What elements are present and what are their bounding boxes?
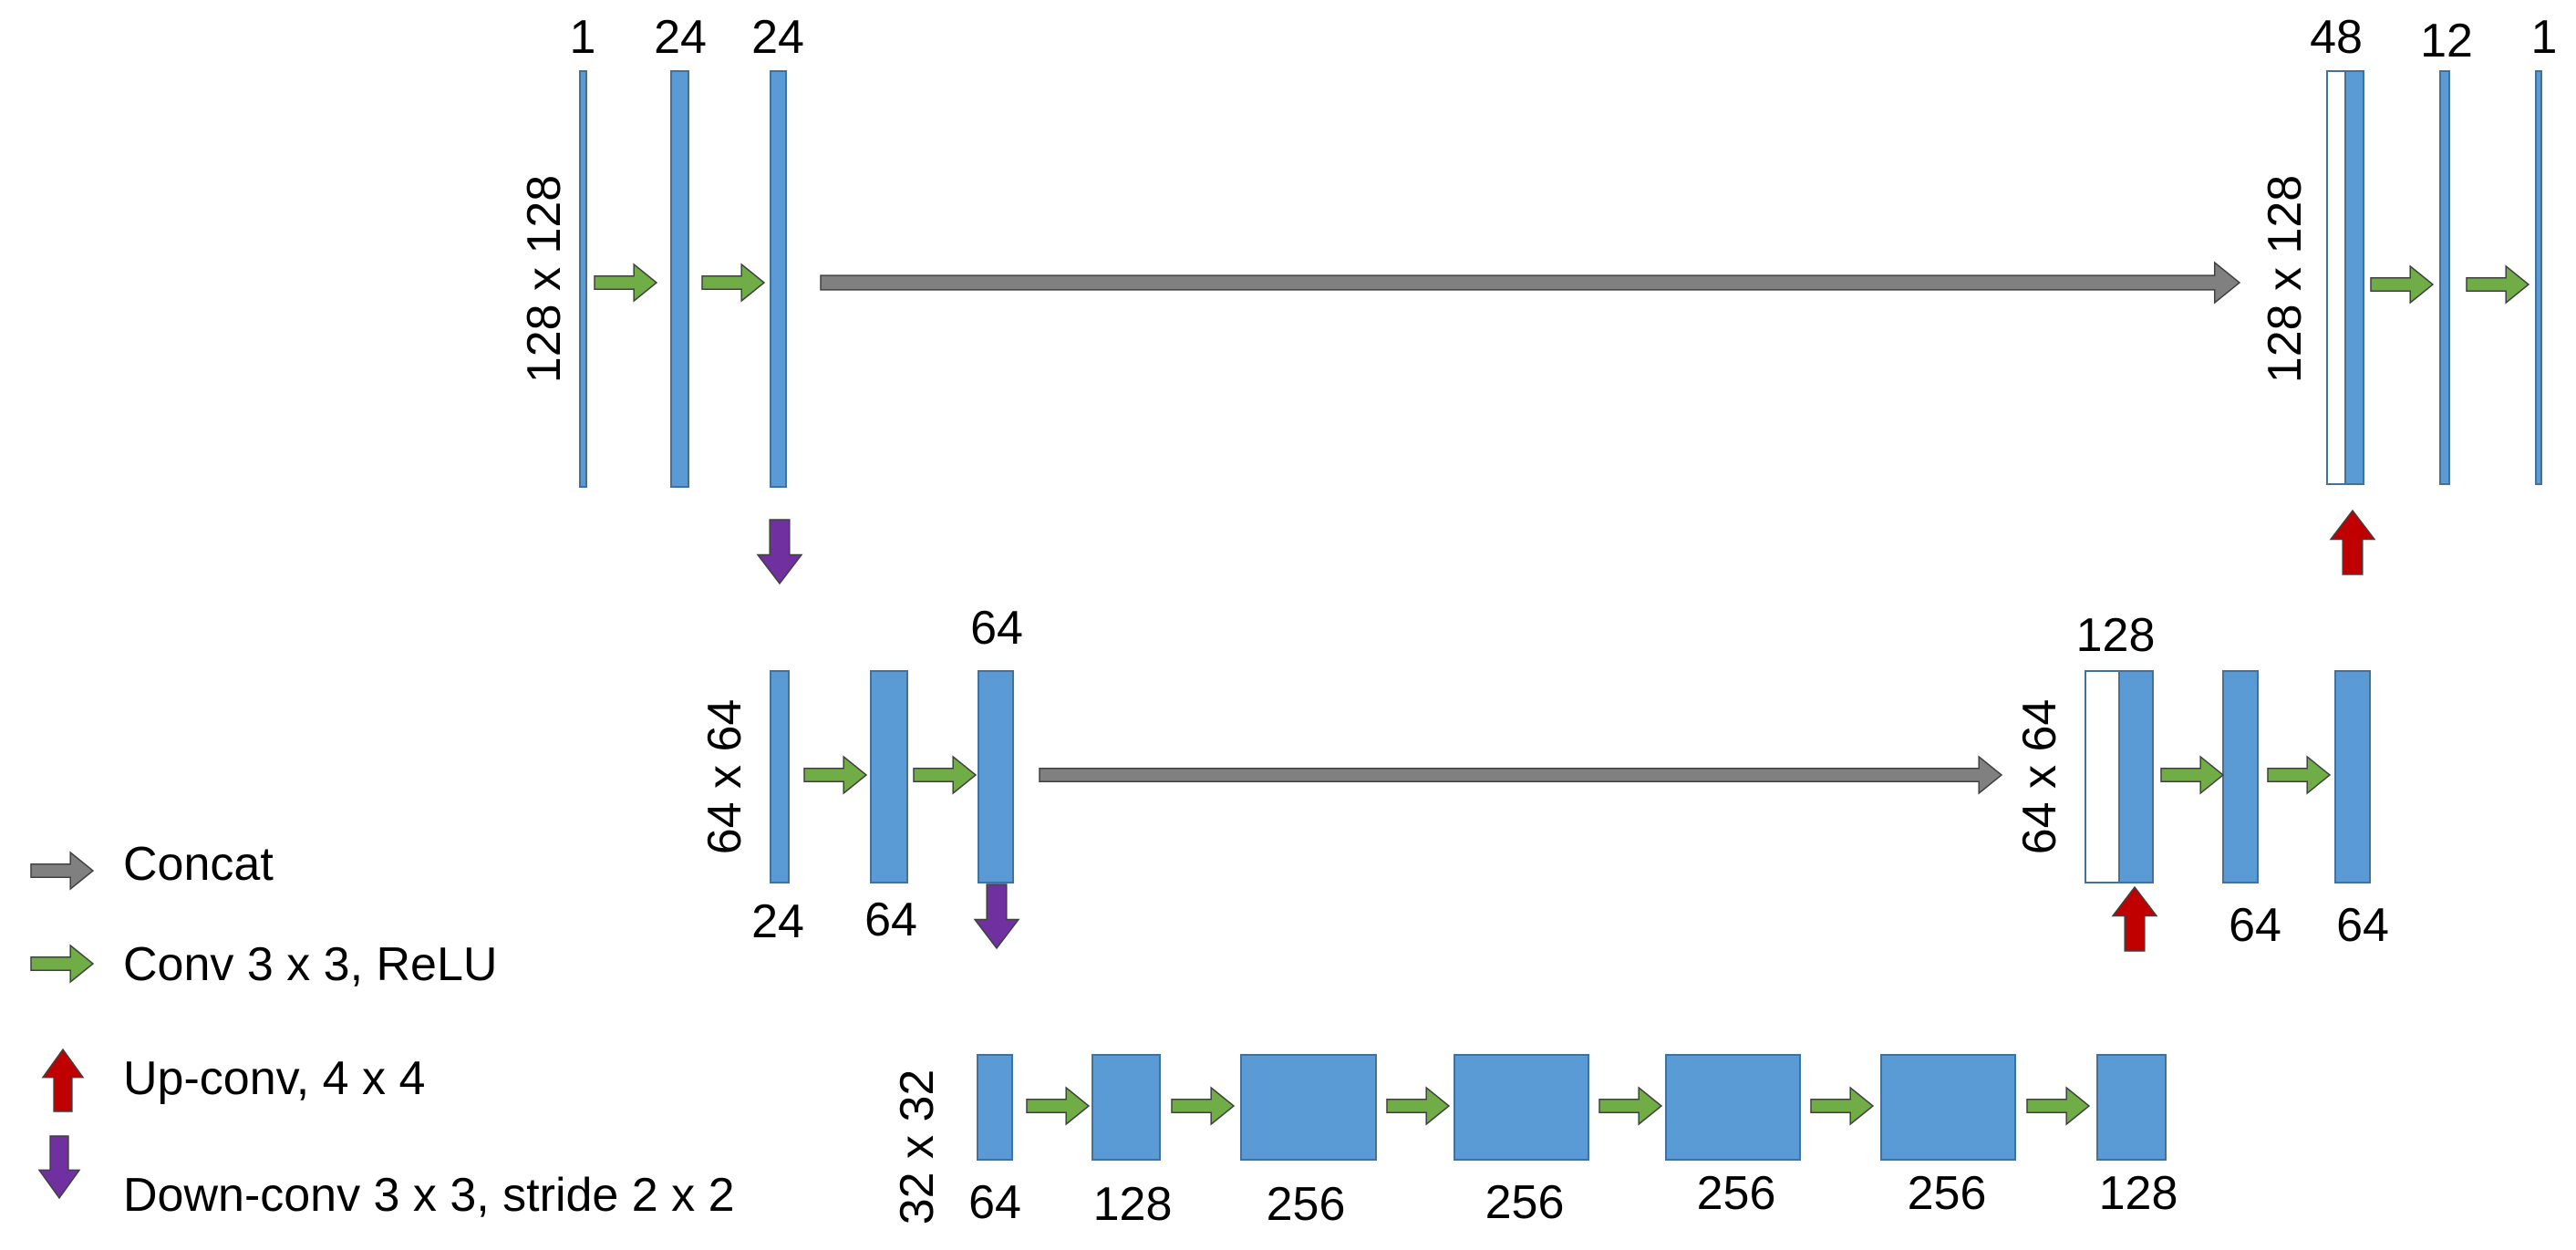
spatial-size-label: 128 x 128 [518, 175, 571, 383]
conv-arrow-icon [2026, 1086, 2091, 1126]
channel-label: 256 [1697, 1167, 1776, 1220]
legend-label: Down-conv 3 x 3, stride 2 x 2 [123, 1169, 735, 1222]
down-conv-arrow-icon [37, 1135, 81, 1200]
channel-label: 128 [2076, 609, 2156, 662]
conv-arrow-icon [701, 263, 766, 303]
conv-arrow-icon [594, 263, 658, 303]
feature-map [1665, 1054, 1801, 1161]
feature-map [2096, 1054, 2167, 1161]
spatial-size-label: 32 x 32 [891, 1069, 944, 1225]
conv-arrow-icon [2466, 264, 2530, 305]
feature-map [1240, 1054, 1377, 1161]
feature-map [770, 670, 790, 883]
conv-arrow-icon [1026, 1086, 1091, 1126]
feature-map [2344, 70, 2364, 485]
conv-arrow-icon [1386, 1086, 1451, 1126]
up-conv-arrow-icon [2111, 885, 2158, 952]
channel-label: 24 [751, 11, 804, 64]
spatial-size-label: 64 x 64 [2013, 699, 2066, 855]
feature-map [2439, 70, 2450, 485]
conv-arrow-icon [2267, 755, 2332, 795]
channel-label: 24 [751, 895, 804, 948]
concat-arrow-icon [820, 261, 2241, 305]
conv-arrow-icon [1598, 1086, 1663, 1126]
feature-map [2535, 70, 2542, 485]
channel-label: 1 [570, 11, 596, 64]
feature-map [579, 70, 587, 488]
concat-arrow-icon [30, 851, 95, 891]
copied-feature-map [2326, 70, 2346, 485]
channel-label: 1 [2531, 11, 2558, 64]
down-conv-arrow-icon [973, 883, 1020, 950]
feature-map [1880, 1054, 2016, 1161]
legend-label: Conv 3 x 3, ReLU [123, 938, 497, 991]
feature-map [1454, 1054, 1589, 1161]
legend: Concat Conv 3 x 3, ReLU Up-conv, 4 x 4 D… [30, 838, 735, 1222]
feature-map [670, 70, 689, 488]
up-conv-arrow-icon [41, 1048, 85, 1112]
level-top: 1 24 24 48 12 1 128 x 128 128 x 128 [518, 11, 2558, 585]
feature-map [2222, 670, 2259, 883]
channel-label: 24 [654, 11, 707, 64]
legend-label: Concat [123, 838, 274, 891]
level-bottom: 64 128 256 256 256 256 128 32 x 32 [891, 1054, 2178, 1231]
concat-arrow-icon [1039, 755, 2003, 795]
down-conv-arrow-icon [756, 519, 803, 585]
channel-label: 64 [2229, 899, 2281, 952]
channel-label: 64 [968, 1176, 1021, 1229]
legend-label: Up-conv, 4 x 4 [123, 1052, 425, 1105]
channel-label: 256 [1485, 1176, 1565, 1229]
conv-arrow-icon [2160, 755, 2225, 795]
channel-label: 12 [2420, 15, 2473, 67]
feature-map [977, 1054, 1013, 1161]
feature-map [870, 670, 908, 883]
feature-map [2334, 670, 2371, 883]
feature-map [978, 670, 1014, 883]
channel-label: 48 [2310, 11, 2363, 64]
channel-label: 128 [2099, 1167, 2178, 1220]
conv-arrow-icon [2370, 264, 2435, 305]
spatial-size-label: 128 x 128 [2259, 175, 2312, 383]
conv-arrow-icon [913, 755, 978, 795]
conv-arrow-icon [1810, 1086, 1875, 1126]
feature-map [2118, 670, 2154, 883]
feature-map [1091, 1054, 1161, 1161]
conv-arrow-icon [30, 944, 95, 984]
copied-feature-map [2085, 670, 2120, 883]
channel-label: 128 [1093, 1178, 1173, 1231]
channel-label: 256 [1908, 1167, 1987, 1220]
up-conv-arrow-icon [2329, 509, 2376, 575]
channel-label: 64 [970, 602, 1023, 655]
conv-arrow-icon [803, 755, 868, 795]
level-mid: 24 64 64 128 64 64 64 x 64 64 x 64 [698, 602, 2389, 952]
channel-label: 64 [864, 894, 917, 946]
channel-label: 256 [1267, 1178, 1346, 1231]
conv-arrow-icon [1171, 1086, 1236, 1126]
feature-map [770, 70, 787, 488]
channel-label: 64 [2336, 899, 2389, 952]
spatial-size-label: 64 x 64 [698, 699, 751, 855]
